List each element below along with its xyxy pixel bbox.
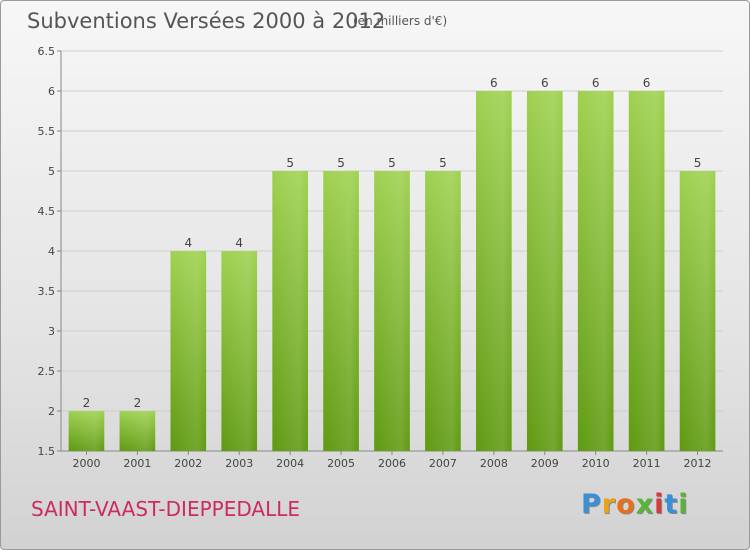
proxiti-logo: Proxiti <box>581 489 689 520</box>
bars <box>68 91 716 451</box>
y-tick-label: 1.5 <box>38 445 56 458</box>
x-tick-label: 2004 <box>276 457 304 470</box>
chart-unit: (en milliers d'€) <box>353 14 448 28</box>
data-label: 5 <box>337 156 345 170</box>
x-tick-label: 2010 <box>582 457 610 470</box>
y-tick-label: 5 <box>48 165 55 178</box>
chart-title: Subventions Versées 2000 à 2012 <box>27 9 386 33</box>
bar-shine <box>68 411 105 451</box>
logo-letter: P <box>581 489 602 520</box>
x-tick-label: 2011 <box>633 457 661 470</box>
y-tick-label: 2 <box>48 405 55 418</box>
data-label: 2 <box>83 396 91 410</box>
y-tick-label: 4 <box>48 245 55 258</box>
x-tick-label: 2006 <box>378 457 406 470</box>
logo-letter: i <box>678 489 689 520</box>
x-tick-label: 2003 <box>225 457 253 470</box>
data-label: 5 <box>439 156 447 170</box>
data-label: 6 <box>541 76 549 90</box>
bar-shine <box>577 91 614 451</box>
x-tick-label: 2007 <box>429 457 457 470</box>
data-label: 5 <box>694 156 702 170</box>
commune-name: SAINT-VAAST-DIEPPEDALLE <box>31 497 300 521</box>
y-tick-label: 3 <box>48 325 55 338</box>
data-label: 4 <box>235 236 243 250</box>
x-tick-label: 2009 <box>531 457 559 470</box>
data-label: 4 <box>184 236 192 250</box>
bar-shine <box>476 91 512 451</box>
x-tick-label: 2002 <box>174 457 202 470</box>
bar-shine <box>323 171 359 451</box>
data-label: 6 <box>490 76 498 90</box>
bar-shine <box>221 251 258 451</box>
x-tick-label: 2005 <box>327 457 355 470</box>
y-tick-label: 5.5 <box>38 125 56 138</box>
logo-letter: r <box>601 489 617 520</box>
x-tick-label: 2001 <box>123 457 151 470</box>
logo-letter: t <box>664 489 679 520</box>
y-tick-label: 3.5 <box>38 285 56 298</box>
bar-shine <box>374 171 410 451</box>
bar-shine <box>119 411 156 451</box>
data-label: 2 <box>134 396 142 410</box>
bar-shine <box>170 251 207 451</box>
y-tick-label: 6.5 <box>38 45 56 58</box>
logo-letter: o <box>616 489 636 520</box>
bar-shine <box>425 171 461 451</box>
y-tick-label: 6 <box>48 85 55 98</box>
bar-shine <box>628 91 665 451</box>
data-label: 6 <box>592 76 600 90</box>
x-tick-label: 2008 <box>480 457 508 470</box>
x-tick-label: 2012 <box>684 457 712 470</box>
bar-shine <box>679 171 716 451</box>
data-label: 6 <box>643 76 651 90</box>
bar-shine <box>272 171 308 451</box>
logo-letter: x <box>635 489 655 520</box>
data-label: 5 <box>388 156 396 170</box>
logo-letter: i <box>654 489 665 520</box>
labels: 1.5 2 2.5 3 3.5 4 4.5 5 5.5 6 6.5 2 2000 2 2001 4 2002 4 2… <box>38 45 712 470</box>
x-tick-label: 2000 <box>72 457 100 470</box>
y-tick-label: 2.5 <box>38 365 56 378</box>
y-tick-label: 4.5 <box>38 205 56 218</box>
data-label: 5 <box>286 156 294 170</box>
bar-shine <box>526 91 563 451</box>
